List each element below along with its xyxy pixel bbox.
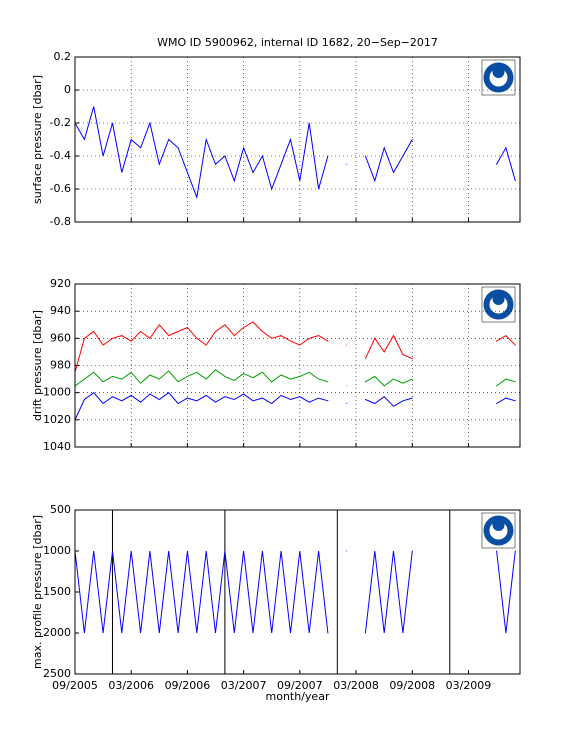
- data-line: [74, 550, 516, 634]
- y-tick-label: -0.4: [50, 149, 71, 162]
- plot-frame: [74, 283, 521, 448]
- noaa-logo: [481, 286, 516, 323]
- data-line: [74, 106, 516, 200]
- y-tick-label: 1500: [43, 585, 71, 598]
- x-tick-label: 09/2006: [165, 679, 211, 692]
- x-tick-label: 03/2007: [221, 679, 267, 692]
- x-tick-label: 03/2006: [108, 679, 154, 692]
- y-tick-label: 1000: [43, 544, 71, 557]
- y-axis-label: surface pressure [dbar]: [31, 75, 44, 204]
- x-tick-label: 09/2005: [52, 679, 98, 692]
- y-tick-label: 920: [50, 277, 71, 290]
- y-tick-label: -0.6: [50, 182, 71, 195]
- noaa-logo: [481, 512, 516, 549]
- data-line: [74, 392, 516, 421]
- y-tick-label: 2500: [43, 667, 71, 680]
- x-tick-label: 03/2008: [333, 679, 379, 692]
- y-tick-label: 500: [50, 503, 71, 516]
- y-tick-label: -0.2: [50, 116, 71, 129]
- y-tick-label: 980: [50, 359, 71, 372]
- y-tick-label: 0.2: [54, 50, 72, 63]
- x-tick-label: 09/2007: [277, 679, 323, 692]
- y-tick-label: 1020: [43, 413, 71, 426]
- y-tick-label: 940: [50, 304, 71, 317]
- chart-title: WMO ID 5900962, internal ID 1682, 20−Sep…: [157, 36, 438, 49]
- plot-frame: [74, 56, 521, 223]
- plot-frame: [74, 509, 521, 675]
- noaa-logo: [481, 59, 516, 96]
- y-axis-label: max. profile pressure [dbar]: [31, 515, 44, 669]
- data-line: [74, 321, 516, 373]
- x-tick-label: 09/2008: [389, 679, 435, 692]
- y-tick-label: 1040: [43, 440, 71, 453]
- y-axis-label: drift pressure [dbar]: [31, 310, 44, 421]
- y-tick-label: 0: [64, 83, 71, 96]
- y-tick-label: -0.8: [50, 215, 71, 228]
- x-axis-label: month/year: [266, 690, 330, 703]
- y-tick-label: 2000: [43, 626, 71, 639]
- y-tick-label: 1000: [43, 386, 71, 399]
- data-line: [74, 368, 516, 387]
- y-tick-label: 960: [50, 331, 71, 344]
- x-tick-label: 03/2009: [446, 679, 492, 692]
